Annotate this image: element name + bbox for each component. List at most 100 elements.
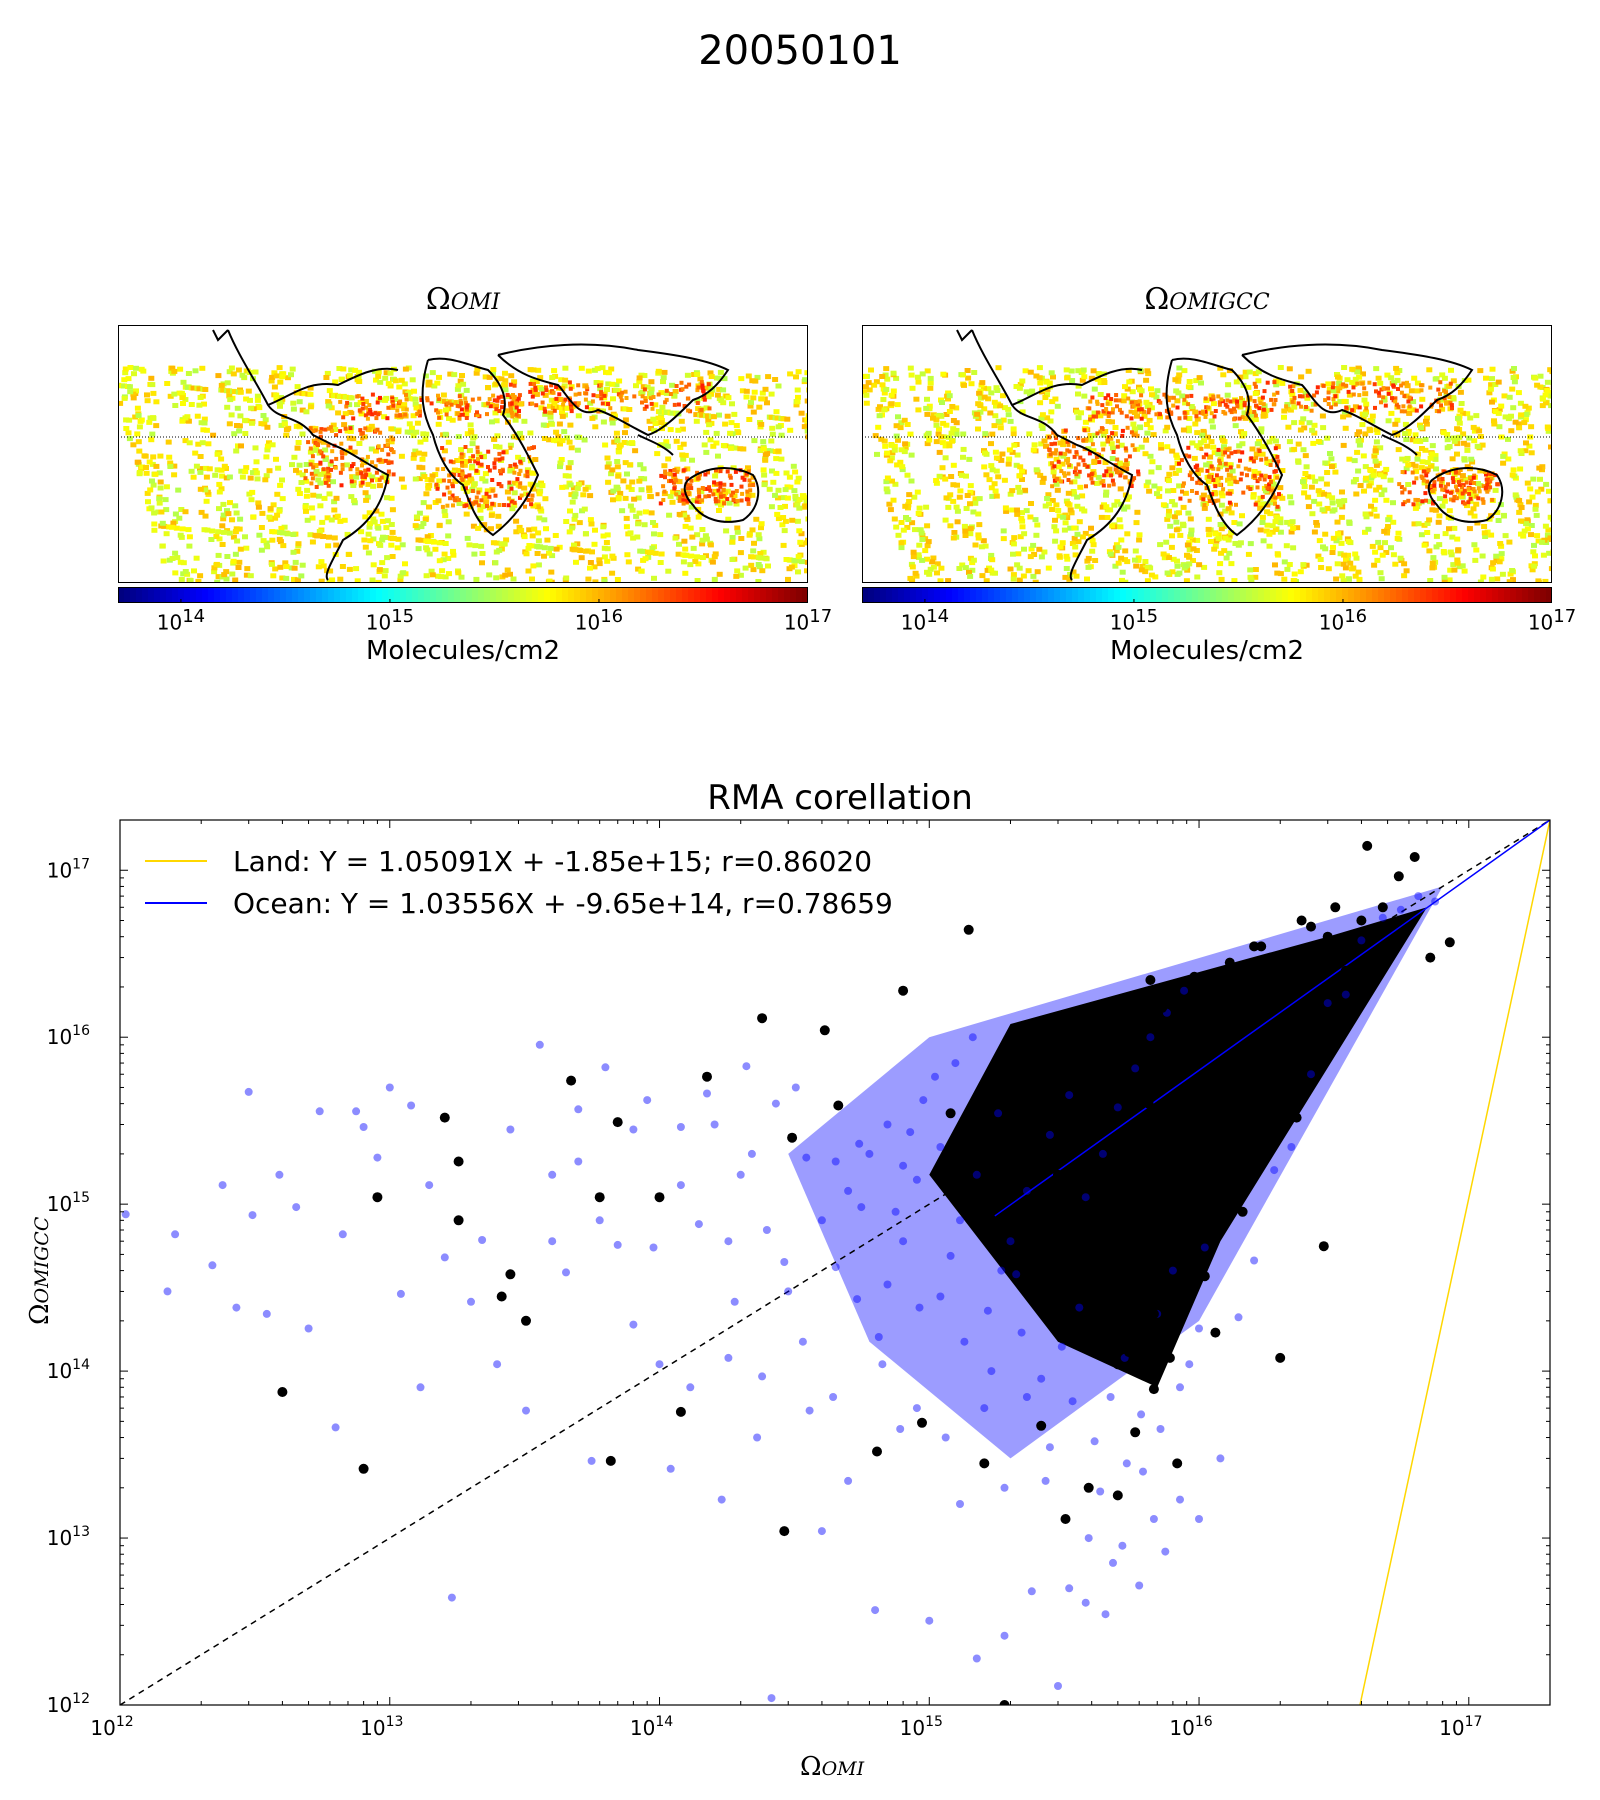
- land-point: [1181, 1233, 1192, 1244]
- ocean-point: [844, 1476, 853, 1485]
- y-tick-label: 1017: [47, 856, 90, 882]
- ocean-point: [292, 1203, 301, 1212]
- ocean-point: [331, 1423, 340, 1432]
- x-axis-label-sub: OMI: [821, 1758, 865, 1780]
- land-point: [1215, 1002, 1226, 1013]
- ocean-point: [919, 1096, 928, 1105]
- land-point: [1080, 1242, 1091, 1253]
- ocean-point: [1113, 1103, 1122, 1112]
- ocean-point: [1096, 1487, 1105, 1496]
- ocean-point: [587, 1456, 596, 1465]
- ocean-point: [163, 1287, 172, 1296]
- land-point: [1086, 1302, 1097, 1313]
- ocean-point: [425, 1181, 434, 1190]
- land-point: [1016, 1206, 1027, 1217]
- land-point: [1060, 1514, 1071, 1524]
- ocean-point: [1156, 1425, 1165, 1433]
- ocean-point: [1185, 1360, 1194, 1369]
- y-axis-label: ΩOMIGCC: [25, 1217, 55, 1325]
- land-point: [1053, 1119, 1063, 1130]
- land-point: [1157, 1002, 1168, 1013]
- ocean-point: [736, 1170, 745, 1179]
- land-point: [1444, 937, 1455, 948]
- land-point: [1152, 1206, 1163, 1217]
- land-point: [1005, 1148, 1016, 1159]
- land-point: [1040, 1265, 1051, 1276]
- land-point: [1134, 1286, 1145, 1297]
- land-point: [1241, 981, 1252, 992]
- land-point: [1148, 1308, 1159, 1319]
- land-point: [819, 1025, 830, 1036]
- ocean-point: [1109, 1558, 1117, 1567]
- ocean-point: [896, 1425, 905, 1433]
- ocean-point: [244, 1087, 253, 1096]
- land-point: [1356, 915, 1367, 926]
- land-point: [1237, 1206, 1248, 1217]
- land-point: [999, 1700, 1010, 1705]
- ocean-point: [802, 1153, 811, 1162]
- land-point: [1083, 1482, 1094, 1493]
- colorbar-tick-label: 1015: [1109, 606, 1159, 635]
- ocean-point: [1027, 1587, 1036, 1596]
- ocean-point: [1146, 1033, 1155, 1042]
- ocean-point: [1168, 1266, 1177, 1275]
- x-axis-label: ΩOMI: [800, 1752, 864, 1782]
- ocean-point: [844, 1186, 853, 1195]
- land-point: [1164, 1352, 1175, 1363]
- land-point: [1306, 921, 1316, 932]
- land-point: [993, 1180, 1004, 1191]
- land-point: [1112, 1215, 1123, 1226]
- land-point: [1188, 998, 1198, 1009]
- y-tick-label: 1016: [47, 1023, 90, 1049]
- land-point: [757, 1013, 768, 1024]
- ocean-point: [994, 1109, 1003, 1118]
- ocean-point: [1075, 1303, 1084, 1312]
- ocean-point: [853, 1295, 862, 1304]
- colorbar-tick-label: 1017: [783, 606, 833, 635]
- ocean-point: [1045, 1443, 1054, 1452]
- ocean-point: [717, 1495, 726, 1504]
- ocean-point: [791, 1083, 800, 1092]
- land-point: [963, 924, 974, 935]
- ocean-point: [548, 1170, 557, 1179]
- land-point: [872, 1446, 882, 1457]
- land-point: [439, 1112, 450, 1123]
- land-point: [612, 1117, 623, 1128]
- x-axis-label-base: Ω: [800, 1752, 822, 1782]
- land-point: [1071, 1236, 1081, 1247]
- land-point: [1164, 1275, 1175, 1286]
- ocean-point: [447, 1593, 456, 1602]
- ocean-point: [817, 1527, 826, 1536]
- ocean-point: [767, 1694, 776, 1703]
- ocean-point: [1287, 1143, 1296, 1151]
- ocean-point: [1057, 1342, 1066, 1351]
- ocean-point: [548, 1237, 557, 1246]
- ocean-point: [338, 1230, 347, 1239]
- land-point: [1409, 852, 1420, 862]
- land-point: [1031, 1069, 1042, 1080]
- land-point: [1224, 957, 1235, 968]
- land-point: [1126, 993, 1137, 1004]
- land-point: [1322, 931, 1333, 942]
- ocean-point: [666, 1464, 675, 1473]
- ocean-point: [629, 1320, 638, 1329]
- legend: Land: Y = 1.05091X + -1.85e+15; r=0.8602…: [145, 840, 893, 924]
- ocean-point: [817, 1216, 826, 1225]
- ocean-point: [742, 1062, 751, 1071]
- land-point: [1143, 1098, 1154, 1109]
- ocean-point: [724, 1237, 733, 1246]
- y-tick-label: 1014: [47, 1357, 90, 1383]
- x-tick-label: 1015: [900, 1714, 943, 1740]
- ocean-point: [1022, 1186, 1031, 1195]
- ocean-point: [440, 1253, 449, 1262]
- ocean-point: [1161, 1547, 1170, 1556]
- y-tick-label: 1013: [47, 1524, 90, 1550]
- ocean-point: [171, 1230, 180, 1239]
- ocean-point: [931, 1072, 939, 1081]
- land-point: [453, 1156, 464, 1167]
- ocean-point: [595, 1216, 604, 1225]
- land-point: [675, 1406, 686, 1417]
- ocean-point: [857, 1203, 866, 1212]
- ocean-point: [1098, 1149, 1107, 1158]
- land-point: [779, 1526, 790, 1537]
